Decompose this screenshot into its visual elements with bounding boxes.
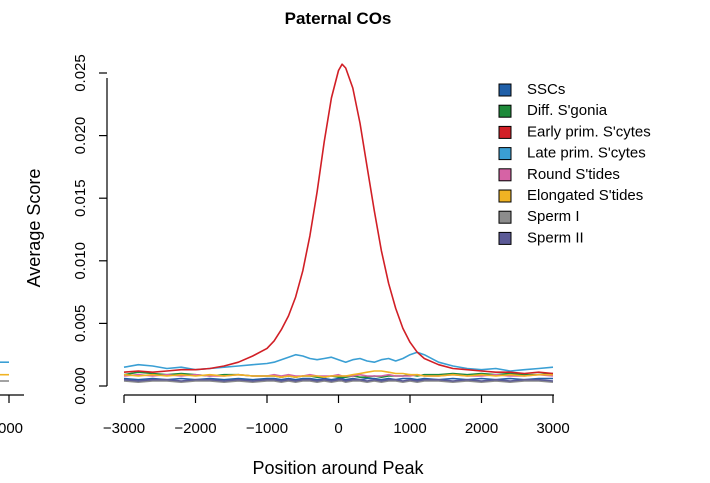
series-line-7: [123, 378, 554, 382]
chart-title: Paternal COs: [285, 9, 392, 28]
legend-swatch-2: [498, 125, 512, 139]
side-panel-tick-label: 000: [0, 420, 23, 437]
legend: SSCs Diff. S'gonia Early prim. S'cytes Late…: [498, 81, 651, 246]
y-tick-label: 0.000: [72, 367, 89, 405]
legend-label-0: SSCs: [527, 81, 565, 98]
x-tick-label: 2000: [465, 420, 498, 437]
x-tick-label: 0: [334, 420, 342, 437]
legend-label-6: Sperm I: [527, 208, 580, 225]
side-panel-fragment: 000: [0, 361, 24, 437]
series-line-0: [123, 377, 553, 381]
y-tick-label: 0.020: [72, 117, 89, 155]
legend-swatch-5: [498, 189, 512, 203]
x-axis-label: Position around Peak: [252, 458, 424, 478]
legend-swatch-6: [498, 210, 512, 224]
x-tick-label: −1000: [246, 420, 288, 437]
y-tick-label: 0.010: [72, 242, 89, 280]
legend-swatch-1: [498, 104, 512, 118]
x-tick-label: 3000: [536, 420, 569, 437]
legend-swatch-7: [498, 231, 512, 245]
x-tick-label: −2000: [174, 420, 216, 437]
legend-label-5: Elongated S'tides: [527, 187, 643, 204]
series-line-6: [123, 380, 554, 384]
y-tick-label: 0.015: [72, 179, 89, 217]
legend-label-7: Sperm II: [527, 229, 584, 246]
legend-label-1: Diff. S'gonia: [527, 102, 608, 119]
legend-label-4: Round S'tides: [527, 166, 620, 183]
legend-swatch-3: [498, 147, 512, 161]
y-tick-label: 0.025: [72, 54, 89, 92]
legend-swatch-4: [498, 168, 512, 182]
legend-swatch-0: [498, 83, 512, 97]
legend-label-3: Late prim. S'cytes: [527, 145, 646, 162]
x-tick-label: −3000: [103, 420, 145, 437]
legend-label-2: Early prim. S'cytes: [527, 123, 651, 140]
y-axis-label: Average Score: [24, 169, 44, 288]
y-tick-label: 0.005: [72, 305, 89, 343]
x-tick-label: 1000: [393, 420, 426, 437]
series-line-3: [123, 351, 554, 372]
series-line-1: [123, 371, 554, 379]
series-line-5: [123, 370, 553, 379]
series-line-2: [123, 63, 554, 375]
